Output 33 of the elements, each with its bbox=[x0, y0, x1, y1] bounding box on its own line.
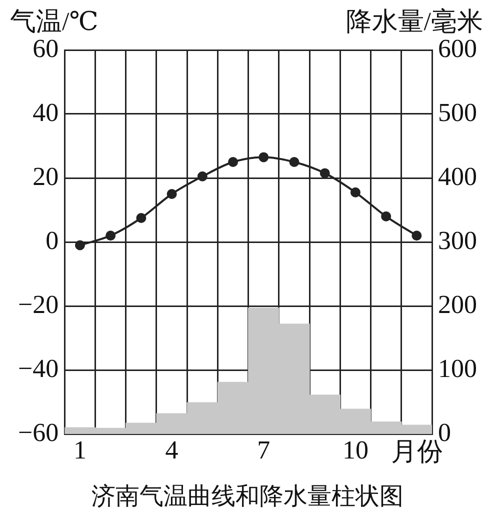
text: 济南气温曲线和降水量柱状图 bbox=[92, 482, 404, 510]
y-tick-label: −20 bbox=[18, 290, 59, 319]
y-tick-label: 60 bbox=[32, 34, 59, 63]
y2-tick-label: 200 bbox=[438, 290, 477, 319]
x-tick-label: 10 bbox=[342, 435, 368, 464]
y-tick-label: −40 bbox=[18, 354, 59, 383]
y2-tick-label: 400 bbox=[438, 162, 477, 191]
point bbox=[258, 152, 269, 162]
y2-tick-label: 0 bbox=[438, 418, 451, 447]
point bbox=[320, 168, 330, 178]
y-tick-label: −60 bbox=[18, 418, 59, 447]
x-tick-label: 1 bbox=[73, 435, 86, 464]
point bbox=[136, 213, 146, 223]
point bbox=[166, 189, 177, 199]
y2-axis-title: 降水量/毫米 bbox=[346, 6, 483, 36]
point bbox=[381, 211, 392, 222]
point bbox=[350, 187, 360, 198]
y-tick-label: 0 bbox=[46, 226, 59, 255]
point bbox=[74, 240, 85, 250]
point bbox=[228, 157, 238, 167]
y2-tick-label: 600 bbox=[438, 34, 477, 63]
y2-tick-label: 300 bbox=[438, 226, 477, 255]
y2-tick-label: 100 bbox=[438, 354, 477, 383]
point bbox=[289, 157, 300, 167]
point bbox=[197, 171, 208, 182]
point bbox=[106, 230, 116, 241]
x-tick-label: 4 bbox=[165, 435, 178, 464]
y-tick-label: 40 bbox=[32, 98, 59, 127]
y-axis-title: 气温/℃ bbox=[10, 6, 98, 36]
point bbox=[412, 230, 422, 241]
y2-tick-label: 500 bbox=[438, 98, 477, 127]
y-tick-label: 20 bbox=[32, 162, 59, 191]
x-tick-label: 7 bbox=[257, 435, 270, 464]
